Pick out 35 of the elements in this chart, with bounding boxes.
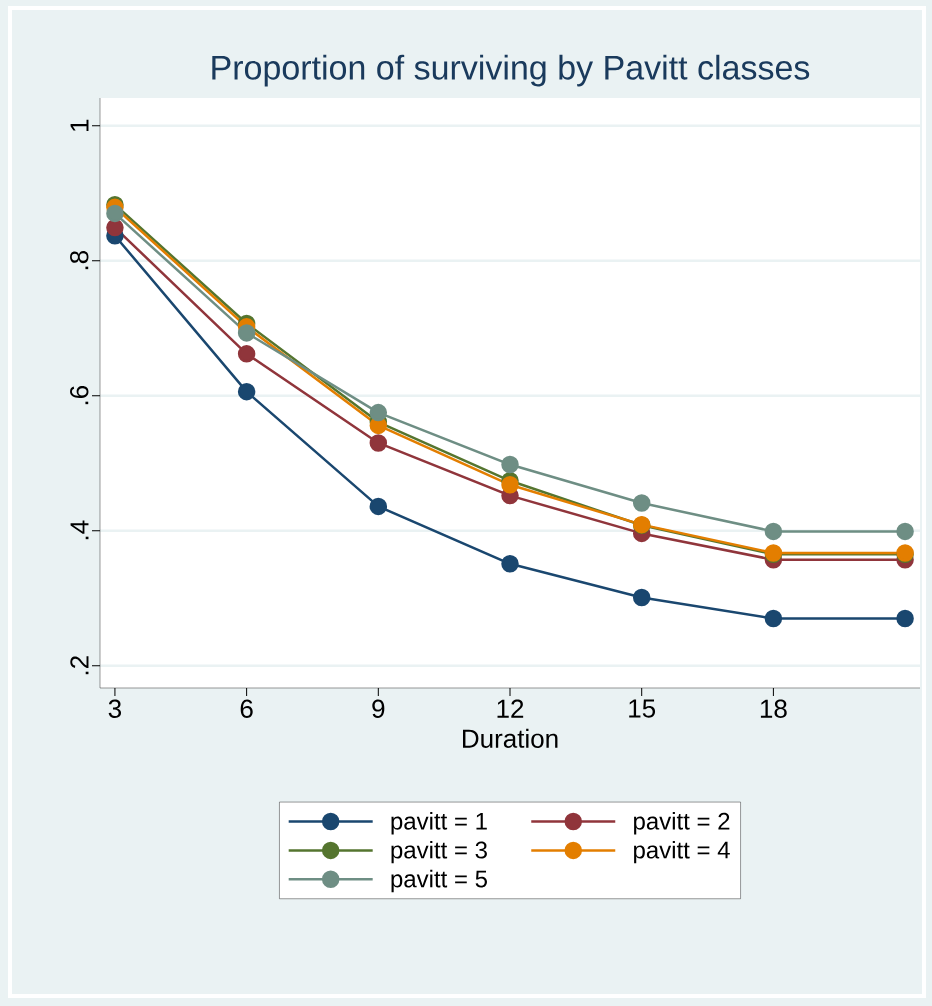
point [369, 497, 388, 516]
point [896, 522, 914, 541]
point [501, 455, 519, 474]
legend-label: pavitt = 4 [634, 840, 730, 864]
y-tick-label: .8 [70, 250, 89, 270]
legend-label: pavitt = 2 [634, 812, 730, 835]
point [632, 588, 651, 607]
x-tick-label: 18 [760, 699, 787, 718]
point [369, 434, 388, 452]
chart-title: Proportion of surviving by Pavitt classes [212, 54, 810, 87]
x-tick-label: 15 [629, 699, 656, 718]
point [237, 345, 256, 363]
point [369, 403, 388, 422]
y-tick-label: .2 [70, 656, 89, 675]
point [237, 324, 256, 342]
x-tick-label: 3 [108, 699, 122, 718]
y-tick-label: 1 [70, 119, 89, 131]
x-tick-label: 12 [497, 699, 524, 718]
point [106, 218, 124, 237]
legend-label: pavitt = 3 [391, 840, 487, 864]
point [896, 609, 914, 628]
x-axis-title: Duration [463, 728, 558, 748]
x-tick-label: 9 [372, 699, 385, 718]
point [764, 522, 783, 541]
point [632, 494, 651, 512]
x-tick-label: 6 [240, 699, 253, 718]
point [501, 555, 519, 573]
point [237, 382, 256, 401]
point [764, 609, 783, 628]
y-tick-label: .6 [70, 385, 89, 405]
point [501, 476, 519, 494]
legend-label: pavitt = 5 [391, 869, 487, 893]
point [106, 204, 124, 223]
y-tick-label: .4 [70, 520, 89, 540]
legend-label: pavitt = 1 [391, 812, 487, 835]
